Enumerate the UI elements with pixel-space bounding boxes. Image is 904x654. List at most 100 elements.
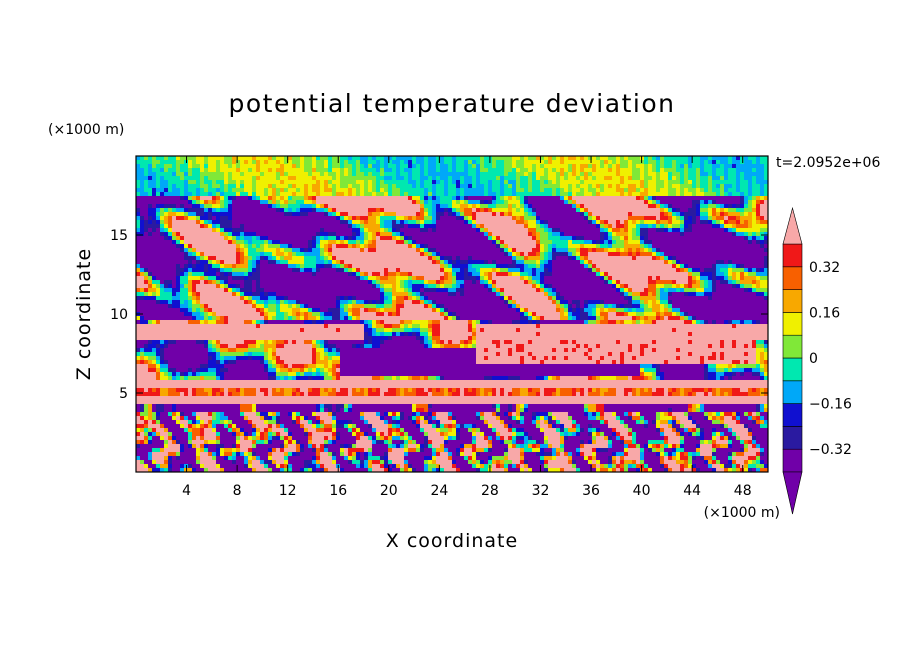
contour-cell bbox=[548, 256, 553, 261]
contour-cell bbox=[536, 392, 541, 397]
contour-cell bbox=[484, 280, 489, 285]
contour-cell bbox=[664, 156, 689, 161]
contour-cell bbox=[196, 260, 201, 265]
contour-cell bbox=[224, 196, 229, 201]
contour-cell bbox=[380, 220, 385, 225]
contour-cell bbox=[620, 436, 625, 441]
contour-cell bbox=[764, 240, 768, 245]
contour-cell bbox=[388, 272, 397, 277]
contour-cell bbox=[540, 248, 545, 253]
contour-cell bbox=[344, 424, 349, 429]
contour-cell bbox=[268, 392, 273, 397]
contour-cell bbox=[240, 432, 245, 437]
contour-cell bbox=[764, 352, 768, 357]
contour-cell bbox=[728, 364, 733, 369]
contour-cell bbox=[232, 160, 237, 165]
contour-cell bbox=[408, 416, 413, 421]
contour-cell bbox=[408, 292, 413, 297]
contour-cell bbox=[368, 308, 377, 313]
contour-cell bbox=[724, 176, 729, 181]
contour-cell bbox=[204, 344, 209, 349]
contour-cell bbox=[312, 164, 317, 169]
contour-cell bbox=[588, 376, 593, 381]
contour-cell bbox=[356, 224, 361, 229]
contour-cell bbox=[632, 160, 645, 165]
contour-cell bbox=[732, 268, 745, 273]
contour-cell bbox=[168, 232, 173, 237]
contour-cell bbox=[204, 440, 209, 445]
contour-cell bbox=[608, 436, 613, 441]
contour-cell bbox=[748, 240, 753, 245]
contour-cell bbox=[312, 356, 317, 361]
contour-cell bbox=[180, 188, 185, 193]
contour-cell bbox=[508, 304, 513, 309]
contour-cell bbox=[708, 320, 713, 325]
contour-cell bbox=[396, 420, 401, 425]
contour-cell bbox=[140, 272, 145, 277]
contour-cell bbox=[432, 388, 437, 393]
contour-cell bbox=[536, 420, 541, 425]
contour-cell bbox=[260, 296, 269, 301]
contour-cell bbox=[216, 192, 221, 197]
contour-cell bbox=[552, 244, 557, 249]
contour-cell bbox=[404, 440, 409, 445]
contour-cell bbox=[256, 248, 265, 253]
contour-cell bbox=[160, 412, 169, 417]
contour-cell bbox=[736, 344, 745, 349]
contour-cell bbox=[204, 272, 217, 277]
contour-cell bbox=[596, 344, 601, 349]
contour-cell bbox=[180, 176, 185, 181]
contour-cell bbox=[336, 364, 341, 369]
contour-cell bbox=[560, 236, 573, 241]
contour-cell bbox=[268, 312, 277, 317]
contour-cell bbox=[536, 252, 541, 257]
contour-cell bbox=[760, 372, 765, 377]
contour-cell bbox=[520, 196, 525, 201]
contour-cell bbox=[552, 228, 561, 233]
contour-cell bbox=[320, 236, 325, 241]
contour-cell bbox=[136, 216, 141, 221]
contour-cell bbox=[424, 436, 429, 441]
contour-cell bbox=[300, 424, 305, 429]
contour-cell bbox=[684, 224, 689, 229]
contour-cell bbox=[672, 256, 677, 261]
contour-cell bbox=[484, 432, 497, 437]
contour-cell bbox=[680, 172, 685, 177]
contour-cell bbox=[516, 412, 521, 417]
contour-cell bbox=[552, 392, 557, 397]
contour-cell bbox=[328, 248, 333, 253]
contour-cell bbox=[648, 204, 657, 209]
contour-cell bbox=[680, 220, 685, 225]
contour-cell bbox=[316, 200, 413, 205]
contour-cell bbox=[612, 360, 617, 365]
contour-cell bbox=[536, 236, 541, 241]
contour-cell bbox=[136, 436, 145, 441]
contour-cell bbox=[356, 344, 361, 349]
contour-cell bbox=[344, 240, 349, 245]
contour-cell bbox=[380, 388, 389, 393]
contour-cell bbox=[764, 344, 768, 349]
contour-cell bbox=[292, 164, 297, 169]
contour-cell bbox=[208, 192, 213, 197]
contour-cell bbox=[232, 204, 269, 209]
contour-cell bbox=[164, 408, 173, 413]
contour-cell bbox=[552, 168, 557, 173]
contour-cell bbox=[304, 196, 309, 201]
contour-cell bbox=[220, 348, 229, 353]
contour-cell bbox=[592, 412, 597, 417]
contour-cell bbox=[548, 288, 553, 293]
contour-cell bbox=[656, 428, 661, 433]
contour-cell bbox=[600, 312, 609, 317]
contour-cell bbox=[340, 212, 349, 217]
contour-cell bbox=[568, 416, 573, 421]
contour-cell bbox=[644, 376, 649, 381]
contour-cell bbox=[540, 440, 545, 445]
contour-cell bbox=[676, 388, 681, 393]
contour-cell bbox=[236, 440, 241, 445]
contour-cell bbox=[612, 236, 621, 241]
contour-cell bbox=[196, 156, 205, 161]
contour-cell bbox=[480, 320, 489, 325]
contour-cell bbox=[416, 292, 421, 297]
contour-cell bbox=[384, 304, 393, 309]
contour-cell bbox=[424, 296, 429, 301]
